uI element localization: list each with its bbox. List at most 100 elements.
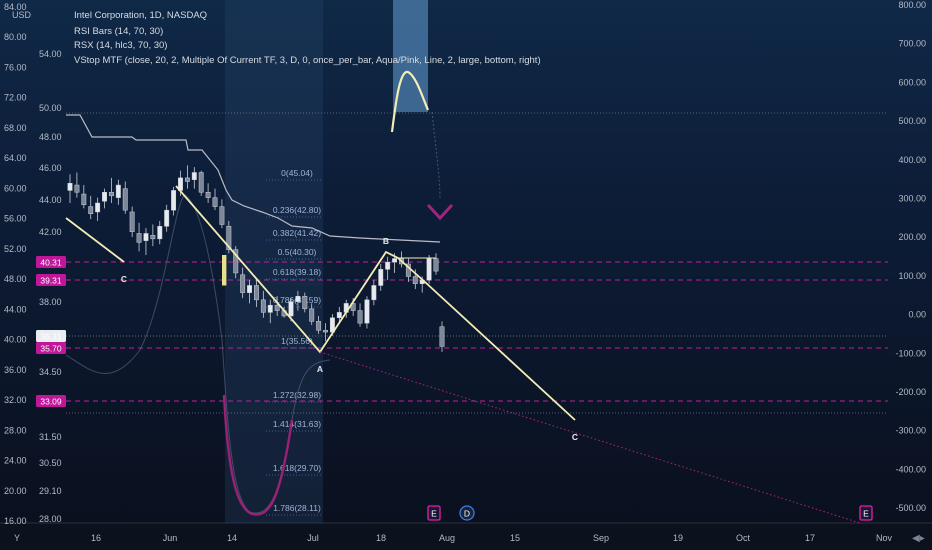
fib-level-label: 1.786(28.11) <box>273 503 321 513</box>
candle <box>157 220 163 245</box>
prior-c-leg <box>65 217 125 263</box>
dividend-marker[interactable]: D <box>459 505 475 521</box>
candle <box>336 307 342 324</box>
candle <box>247 280 252 304</box>
currency-label: USD <box>12 10 32 20</box>
indicator-rsi-bars: RSI Bars (14, 70, 30) <box>74 26 163 37</box>
wave-label: A <box>317 364 323 374</box>
candle <box>267 299 273 324</box>
candle <box>364 296 370 329</box>
candle <box>205 183 211 203</box>
right-tick: -200.00 <box>895 387 926 397</box>
candle <box>212 188 218 211</box>
far-left-tick: 16.00 <box>4 516 27 526</box>
candlesticks <box>67 165 445 352</box>
wave-label: B <box>383 236 389 246</box>
svg-text:36.31: 36.31 <box>40 332 62 342</box>
far-left-axis: 84.00 80.00 76.00 72.00 68.00 64.00 60.00 56.00… <box>4 2 27 526</box>
fib-level-label: 0.236(42.80) <box>273 205 321 215</box>
time-tick: Jun <box>163 533 178 543</box>
candle <box>81 185 87 209</box>
price-tick: 28.00 <box>39 514 62 524</box>
price-tick: 42.00 <box>39 227 62 237</box>
price-tick: 38.00 <box>39 297 62 307</box>
time-tick: 19 <box>673 533 683 543</box>
candle <box>219 199 225 229</box>
svg-text:E: E <box>431 509 437 519</box>
wave-label: C <box>572 432 578 442</box>
price-tick: 44.00 <box>39 195 62 205</box>
scroll-right-icon[interactable]: ◀▸ <box>912 533 925 544</box>
far-left-tick: 76.00 <box>4 62 27 72</box>
candle <box>233 246 239 279</box>
vstop-line <box>66 114 441 243</box>
svg-text:39.31: 39.31 <box>40 276 62 286</box>
down-arrow-icon <box>426 203 454 221</box>
svg-text:D: D <box>464 509 470 519</box>
earnings-marker[interactable]: E <box>859 505 873 521</box>
time-axis: 16 Jun 14 Jul 18 Aug 15 Sep 19 Oct 17 Nov <box>91 533 893 543</box>
price-tick: 30.50 <box>39 458 62 468</box>
far-left-tick: 36.00 <box>4 365 27 375</box>
candle <box>323 323 328 342</box>
fib-level-label: 1.618(29.70) <box>273 463 321 473</box>
far-left-tick: 84.00 <box>4 2 27 12</box>
right-tick: 200.00 <box>898 232 926 242</box>
candle <box>164 204 170 232</box>
time-tick: 15 <box>510 533 520 543</box>
rsi-highlight-candle <box>222 255 227 286</box>
candle <box>88 195 94 220</box>
trend-projection-line <box>319 351 861 524</box>
right-tick: -100.00 <box>895 348 926 358</box>
far-left-tick: 44.00 <box>4 304 27 314</box>
right-tick: -500.00 <box>895 503 926 513</box>
time-tick: 17 <box>805 533 815 543</box>
indicator-rsx: RSX (14, hlc3, 70, 30) <box>74 40 167 51</box>
candle <box>171 186 177 216</box>
time-tick: 14 <box>227 533 237 543</box>
far-left-tick: 28.00 <box>4 425 27 435</box>
bottom-left-y-icon[interactable]: Y <box>14 533 20 543</box>
candle <box>115 179 121 205</box>
price-badges: 40.31 39.31 36.31 35.70 33.09 <box>36 256 66 407</box>
right-tick: 300.00 <box>898 194 926 204</box>
candle <box>191 167 197 189</box>
candle <box>240 267 246 299</box>
candle <box>378 263 384 291</box>
price-badge: 39.31 <box>36 274 66 286</box>
candle <box>295 290 301 311</box>
candle <box>439 321 445 352</box>
fib-level-label: 0.618(39.18) <box>273 267 321 277</box>
far-left-tick: 68.00 <box>4 123 27 133</box>
candle <box>150 224 156 247</box>
abc-wave-line <box>175 185 576 421</box>
far-left-tick: 32.00 <box>4 395 27 405</box>
time-tick: Jul <box>307 533 319 543</box>
candle <box>260 290 266 318</box>
wave-label: C <box>121 274 127 284</box>
right-tick: 400.00 <box>898 155 926 165</box>
candle <box>143 228 149 255</box>
price-tick: 31.50 <box>39 432 62 442</box>
candle <box>316 315 322 334</box>
indicator-vstop: VStop MTF (close, 20, 2, Multiple Of Cur… <box>74 55 541 66</box>
svg-text:35.70: 35.70 <box>40 344 62 354</box>
right-tick: -300.00 <box>895 426 926 436</box>
far-left-tick: 48.00 <box>4 274 27 284</box>
fib-level-label: 1.414(31.63) <box>273 419 321 429</box>
candle <box>357 303 363 327</box>
earnings-marker[interactable]: E <box>427 505 441 521</box>
far-left-tick: 60.00 <box>4 183 27 193</box>
rsx-curve <box>65 70 454 516</box>
price-tick: 50.00 <box>39 103 62 113</box>
price-tick: 54.00 <box>39 49 62 59</box>
price-tick: 46.00 <box>39 163 62 173</box>
far-left-tick: 72.00 <box>4 93 27 103</box>
candle <box>136 222 142 252</box>
right-tick: 500.00 <box>898 116 926 126</box>
rsx-projection-line <box>431 111 441 199</box>
svg-text:E: E <box>863 509 869 519</box>
